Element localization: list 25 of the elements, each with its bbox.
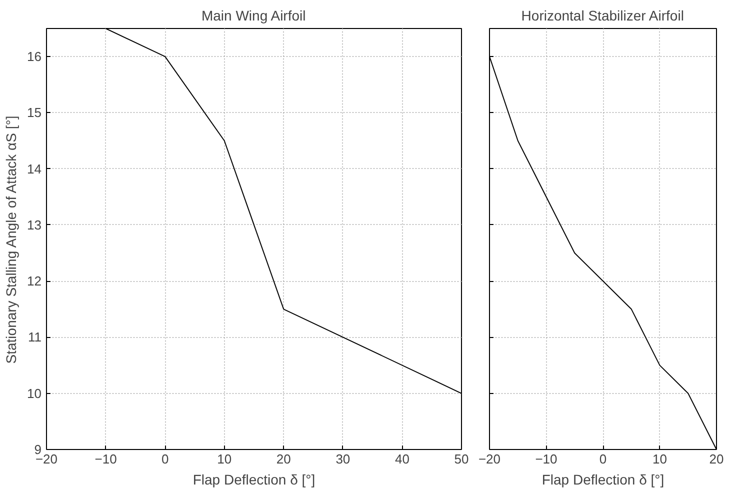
x-axis-title: Flap Deflection δ [°] xyxy=(192,472,316,488)
y-tick-label: 13 xyxy=(27,217,42,232)
y-tick-label: 10 xyxy=(27,386,42,401)
y-tick-label: 12 xyxy=(27,274,42,289)
y-tick-label: 9 xyxy=(34,442,42,457)
x-tick-label: −10 xyxy=(94,452,117,466)
x-axis-title: Flap Deflection δ [°] xyxy=(542,472,664,488)
y-tick-label: 15 xyxy=(27,105,42,120)
chart-title: Main Wing Airfoil xyxy=(201,8,306,24)
x-tick-label: 40 xyxy=(394,452,410,466)
x-tick-label: −10 xyxy=(535,452,558,466)
chart-title: Horizontal Stabilizer Airfoil xyxy=(521,8,684,24)
x-tick-label: 20 xyxy=(276,452,291,466)
x-tick-label: 10 xyxy=(217,452,232,466)
x-tick-label: 10 xyxy=(652,452,667,466)
x-tick-label: 50 xyxy=(454,452,469,466)
y-tick-label: 11 xyxy=(28,330,42,345)
x-tick-label: 0 xyxy=(161,452,169,466)
x-tick-label: 0 xyxy=(599,452,607,466)
y-tick-label: 16 xyxy=(27,49,42,64)
y-tick-label: 14 xyxy=(27,161,42,176)
x-tick-label: −20 xyxy=(478,452,501,466)
y-axis-title: Stationary Stalling Angle of Attack αS [°] xyxy=(3,116,20,364)
x-tick-label: 20 xyxy=(709,452,724,466)
x-tick-label: 30 xyxy=(336,452,350,466)
